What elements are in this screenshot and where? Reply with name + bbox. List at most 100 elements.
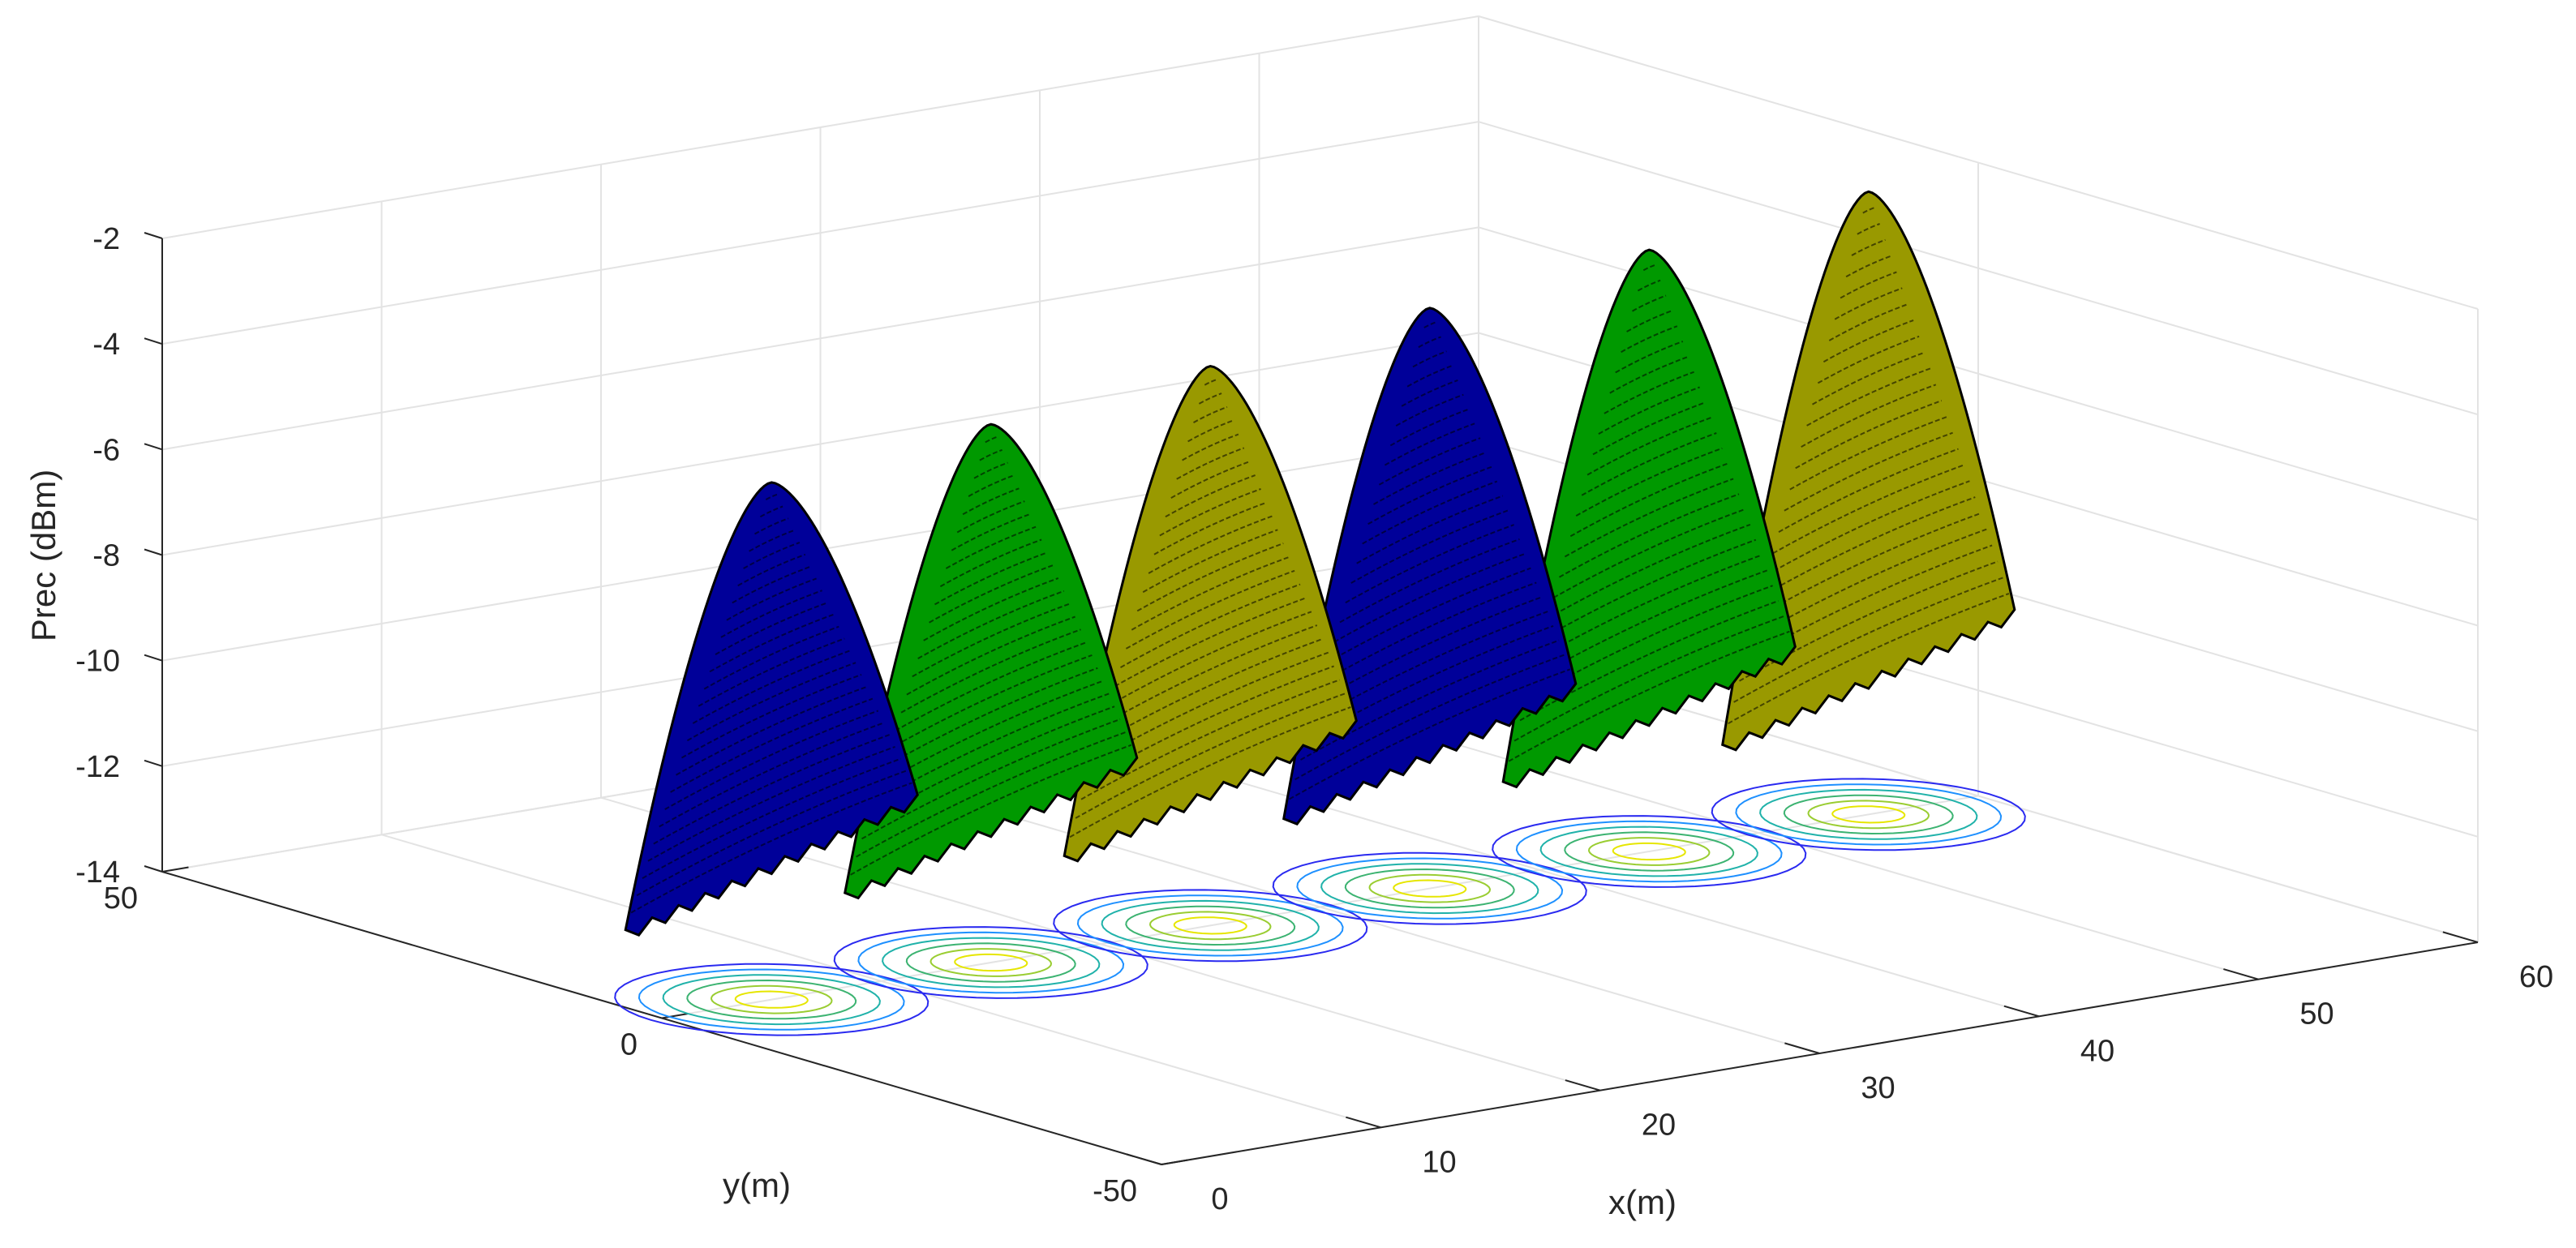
cone-mesh-line (1345, 524, 1514, 604)
cone-mesh-line (681, 674, 862, 759)
x-tick-label: 60 (2519, 960, 2553, 994)
cone-mesh-line (1828, 303, 1908, 341)
cone-body (624, 481, 919, 937)
cone-mesh-line (715, 602, 828, 655)
cone-mesh-line (1153, 501, 1267, 555)
x-tick-mark (2003, 1005, 2040, 1018)
cone-mesh-line (1750, 528, 1987, 640)
cone-mesh-line (1795, 400, 1943, 470)
cone-mesh-line (1080, 679, 1340, 800)
cone-mesh-line (720, 590, 822, 638)
cone-mesh-line (1845, 255, 1891, 278)
z-tick-label: -4 (92, 328, 120, 362)
contour-group (1711, 778, 2026, 851)
z-tick-label: -14 (75, 856, 120, 890)
cone-mesh-line (856, 731, 1127, 858)
contour-group (1492, 815, 1807, 888)
contour-group (833, 926, 1148, 999)
cone-mesh-line (1637, 279, 1661, 292)
cone-mesh-line (1784, 431, 1953, 512)
contour-ring (1173, 916, 1247, 935)
cone-mesh-line (1142, 529, 1278, 594)
contour-layer (614, 778, 2026, 1036)
cone-mesh-line (1834, 287, 1903, 320)
cone-mesh-line (1862, 207, 1875, 214)
cone-mesh-line (1581, 432, 1717, 496)
contour-ring (734, 990, 809, 1009)
cone-mesh-line (1559, 493, 1740, 578)
cone-mesh-line (900, 628, 1081, 714)
cone-mesh-line (703, 625, 839, 690)
cone-mesh-line (945, 525, 1037, 569)
cone-surface (1282, 307, 1578, 826)
cone-mesh-line (1339, 538, 1520, 624)
cone-mesh-line (1193, 405, 1228, 423)
cone-mesh-line (956, 500, 1025, 534)
y-tick-label: 50 (104, 881, 138, 916)
cone-mesh-line (1148, 515, 1273, 574)
cone-mesh-line (929, 564, 1054, 624)
cone-mesh-line (749, 530, 795, 552)
cone-mesh-line (912, 603, 1071, 678)
x-tick-label: 40 (2080, 1034, 2114, 1068)
contour-ring (1368, 873, 1492, 903)
cone-surface (844, 422, 1139, 900)
cone-mesh-line (686, 662, 857, 742)
cone-mesh-line (1609, 355, 1689, 394)
cone-mesh-line (951, 512, 1031, 551)
cone-mesh-line (1322, 581, 1537, 682)
cone-mesh-line (1767, 480, 1970, 576)
cone-mesh-line (1204, 379, 1217, 386)
contour-ring (1831, 805, 1906, 824)
gridline-backwall-z (161, 332, 1479, 556)
cone-mesh-line (1367, 465, 1492, 525)
cone-mesh-line (1564, 478, 1734, 558)
cone-mesh-line (664, 710, 879, 810)
contour-group (1272, 851, 1587, 925)
cone-mesh-line (1642, 264, 1655, 272)
cone-mesh-line (962, 487, 1020, 516)
contour-ring (1539, 826, 1758, 877)
z-tick-label: -12 (75, 750, 120, 784)
z-tick-mark (144, 865, 163, 873)
cone-mesh-line (759, 505, 784, 518)
contour-ring (1296, 857, 1564, 920)
y-tick-mark (1161, 1159, 1188, 1165)
cone-mesh-line (1406, 365, 1453, 388)
contour-ring (905, 942, 1076, 983)
contour-ring (857, 931, 1125, 994)
contour-ring (1272, 851, 1587, 925)
x-tick-mark (1346, 1116, 1381, 1129)
cone-mesh-line (1728, 593, 2010, 725)
cone-mesh-line (1733, 577, 2004, 703)
cone-mesh-line (973, 461, 1008, 479)
cone-mesh-line (1857, 223, 1880, 235)
cone-mesh-line (1772, 464, 1964, 555)
cone-body (1063, 364, 1358, 863)
cone-mesh-line (1519, 600, 1779, 722)
z-tick-mark (144, 548, 163, 556)
cone-mesh-line (630, 782, 912, 914)
cone-mesh-line (1761, 496, 1976, 597)
cone-mesh-line (1395, 393, 1464, 427)
contour-ring (1393, 879, 1467, 898)
cone-body (1501, 248, 1797, 789)
cone-mesh-line (979, 448, 1002, 461)
cone-mesh-line (1806, 367, 1931, 427)
cone-mesh-line (732, 565, 812, 604)
cone-mesh-line (1384, 422, 1475, 466)
cone-mesh-line (1103, 624, 1318, 725)
cone-mesh-line (1187, 419, 1234, 443)
cone-mesh-line (1812, 351, 1926, 405)
contour-ring (1515, 820, 1783, 883)
cone-mesh-line (1198, 392, 1222, 405)
gridline-backwall-z (161, 121, 1479, 345)
x-tick-mark (2442, 931, 2479, 943)
gridline-sidewall-z (1478, 15, 2479, 310)
cone-mesh-line (1109, 611, 1312, 706)
cone-mesh-line (1575, 447, 1723, 517)
cone-mesh-line (934, 551, 1048, 606)
cone-mesh-line (754, 517, 789, 535)
cone-mesh-line (883, 667, 1098, 768)
